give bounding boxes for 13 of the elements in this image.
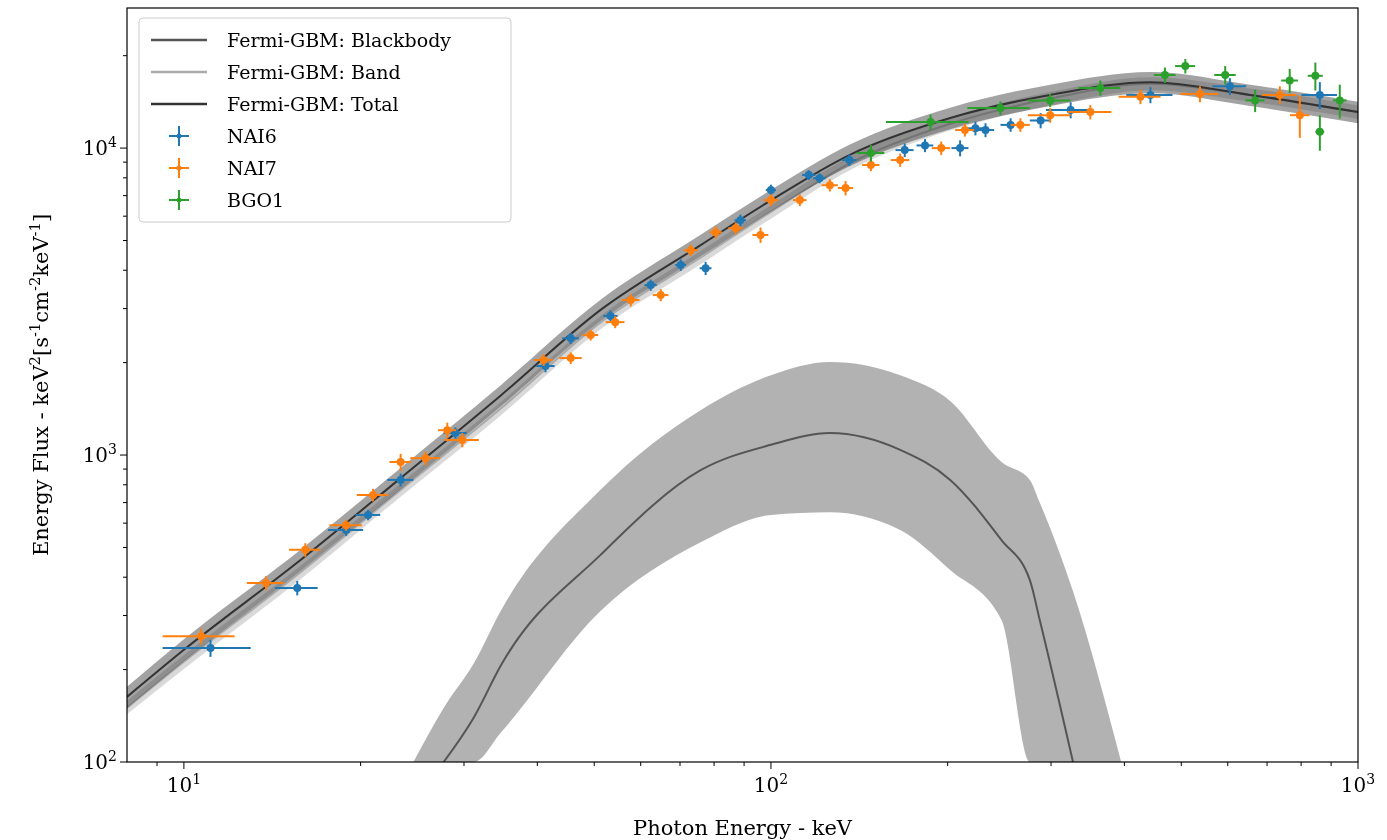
x-tick-label: 10$^{1}$ xyxy=(166,771,202,797)
legend-label: NAI6 xyxy=(227,125,277,147)
legend-label: Fermi-GBM: Blackbody xyxy=(227,29,452,51)
y-tick-label: 10$^{2}$ xyxy=(82,748,117,774)
x-tick-label: 10$^{3}$ xyxy=(1340,771,1376,797)
legend-label: BGO1 xyxy=(227,189,285,211)
legend-label: Fermi-GBM: Total xyxy=(227,93,399,115)
legend-label: NAI7 xyxy=(227,157,277,179)
y-tick-label: 10$^{4}$ xyxy=(82,134,118,161)
y-tick-label: 10$^{3}$ xyxy=(82,441,117,468)
x-axis-title: Photon Energy - keV xyxy=(633,816,853,840)
legend-label: Fermi-GBM: Band xyxy=(227,61,401,83)
x-tick-label: 10$^{2}$ xyxy=(753,771,789,797)
